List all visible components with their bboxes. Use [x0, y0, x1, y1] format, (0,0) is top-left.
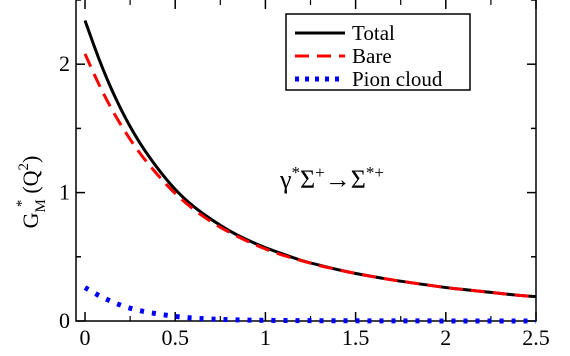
- y-label-exp: 2: [16, 163, 32, 171]
- plot-border: [75, 0, 537, 322]
- axis-tick-labels: 0 0.5 1 1.5 2 2.5 0 1 2: [59, 51, 550, 350]
- y-tick-label: 1: [59, 180, 70, 205]
- reaction-annotation: γ*Σ+→Σ*+: [279, 163, 384, 194]
- legend-label-total: Total: [352, 21, 395, 45]
- y-label-main: G: [18, 212, 43, 228]
- x-tick-label: 0.5: [161, 325, 189, 350]
- x-tick-label: 1.5: [342, 325, 370, 350]
- annot-sigma2: Σ: [351, 165, 366, 194]
- annot-arrow: →: [325, 165, 351, 194]
- annot-star1: *: [292, 163, 301, 182]
- annot-sigma1: Σ: [300, 165, 315, 194]
- y-label-sup: *: [14, 200, 30, 208]
- x-tick-label: 1: [260, 325, 271, 350]
- annot-star-plus: *+: [366, 163, 384, 182]
- annot-plus1: +: [315, 163, 325, 182]
- x-tick-label: 0: [80, 325, 91, 350]
- y-tick-label: 0: [59, 308, 70, 333]
- series-line-bare: [83, 53, 537, 299]
- y-label-paren-open: (Q: [18, 170, 43, 193]
- x-tick-label: 2.5: [522, 325, 550, 350]
- legend: Total Bare Pion cloud: [285, 13, 471, 91]
- y-label-paren-close: ): [18, 156, 43, 163]
- series-layer: [83, 19, 537, 324]
- plot-frame: [75, 0, 537, 322]
- legend-label-pion-cloud: Pion cloud: [352, 67, 443, 91]
- series-line-pion-cloud: [83, 285, 536, 324]
- y-tick-label: 2: [59, 51, 70, 76]
- annot-gamma: γ: [279, 165, 292, 194]
- x-tick-label: 2: [440, 325, 451, 350]
- y-axis-label: GM* (Q2): [14, 156, 49, 229]
- y-label-sub: M: [33, 199, 49, 212]
- legend-label-bare: Bare: [352, 44, 392, 68]
